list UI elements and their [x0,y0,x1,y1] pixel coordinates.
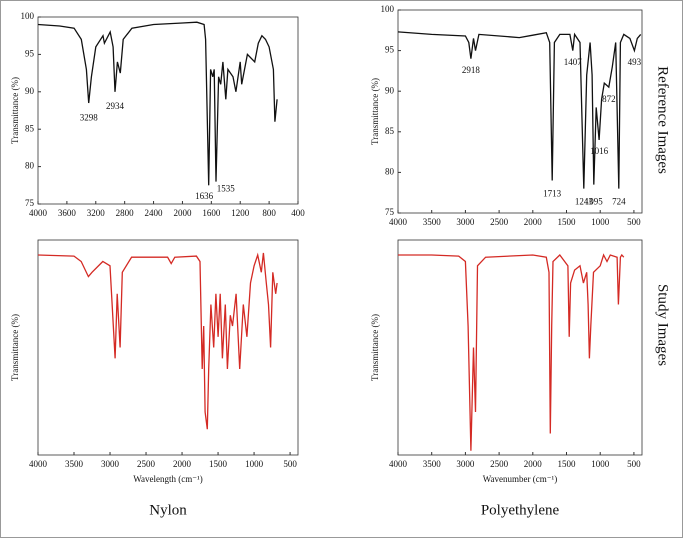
y-tick-label: 100 [21,11,35,21]
x-tick-label: 1000 [591,459,610,469]
x-tick-label: 3600 [58,208,77,218]
peak-label: 1636 [195,191,214,201]
x-tick-label: 2000 [173,208,192,218]
x-tick-label: 1500 [558,217,577,227]
y-tick-label: 75 [25,198,35,208]
x-axis-label: Wavelength (cm⁻¹) [133,474,202,484]
y-axis-label: Transmittance (%) [370,78,380,145]
x-tick-label: 3200 [87,208,106,218]
peak-label: 493 [628,57,642,67]
x-tick-label: 3500 [423,459,442,469]
peak-label: 1713 [543,188,562,198]
x-tick-label: 2000 [524,217,543,227]
peak-label: 3298 [80,112,99,122]
spectrum-line [37,252,278,430]
x-tick-label: 2500 [490,217,509,227]
y-tick-label: 90 [25,86,35,96]
x-tick-label: 1600 [202,208,221,218]
plot-frame [37,16,299,205]
x-tick-label: 4000 [389,217,408,227]
x-tick-label: 3500 [423,217,442,227]
peak-label: 1407 [564,57,583,67]
x-tick-label: 2500 [137,459,156,469]
x-axis-label: Wavenumber (cm⁻¹) [483,474,557,484]
y-axis-label: Transmittance (%) [370,314,380,381]
x-tick-label: 2500 [490,459,509,469]
y-axis-label: Transmittance (%) [10,77,20,144]
y-tick-label: 80 [25,161,35,171]
x-tick-label: 3000 [456,459,475,469]
side-label: Reference Images [655,66,671,174]
x-tick-label: 1000 [591,217,610,227]
peak-label: 1535 [217,183,236,193]
x-tick-label: 4000 [389,459,408,469]
x-tick-label: 1500 [558,459,577,469]
x-tick-label: 500 [283,459,297,469]
x-tick-label: 3000 [456,217,475,227]
x-tick-label: 2400 [145,208,164,218]
caption: Polyethylene [481,502,560,518]
spectrum-line [397,31,642,189]
x-tick-label: 4000 [29,208,48,218]
peak-label: 1243 [575,196,594,206]
x-tick-label: 800 [262,208,276,218]
y-tick-label: 75 [385,207,395,217]
x-tick-label: 2000 [524,459,543,469]
caption: Nylon [149,502,187,518]
x-tick-label: 4000 [29,459,48,469]
y-tick-label: 100 [381,4,395,14]
plot-frame [397,239,643,456]
y-axis-label: Transmittance (%) [10,314,20,381]
x-tick-label: 1500 [209,459,228,469]
plot-frame [397,9,643,214]
spectrum-line [398,253,625,451]
x-tick-label: 3000 [101,459,120,469]
x-tick-label: 500 [627,217,641,227]
y-tick-label: 85 [385,126,395,136]
side-label: Study Images [655,284,671,366]
y-tick-label: 80 [385,166,395,176]
x-tick-label: 2000 [173,459,192,469]
peak-label: 1016 [590,146,609,156]
x-tick-label: 500 [627,459,641,469]
peak-label: 2934 [106,101,125,111]
peak-label: 1095 [585,196,604,206]
x-tick-label: 400 [291,208,305,218]
peak-label: 724 [612,196,626,206]
x-tick-label: 2800 [116,208,135,218]
plot-frame [37,239,299,456]
x-tick-label: 1000 [245,459,264,469]
y-tick-label: 95 [25,48,35,58]
y-tick-label: 85 [25,123,35,133]
peak-label: 2918 [462,65,481,75]
x-tick-label: 3500 [65,459,84,469]
peak-label: 872 [602,94,616,104]
spectrum-line [37,21,278,186]
y-tick-label: 90 [385,85,395,95]
x-tick-label: 1200 [231,208,250,218]
y-tick-label: 95 [385,45,395,55]
